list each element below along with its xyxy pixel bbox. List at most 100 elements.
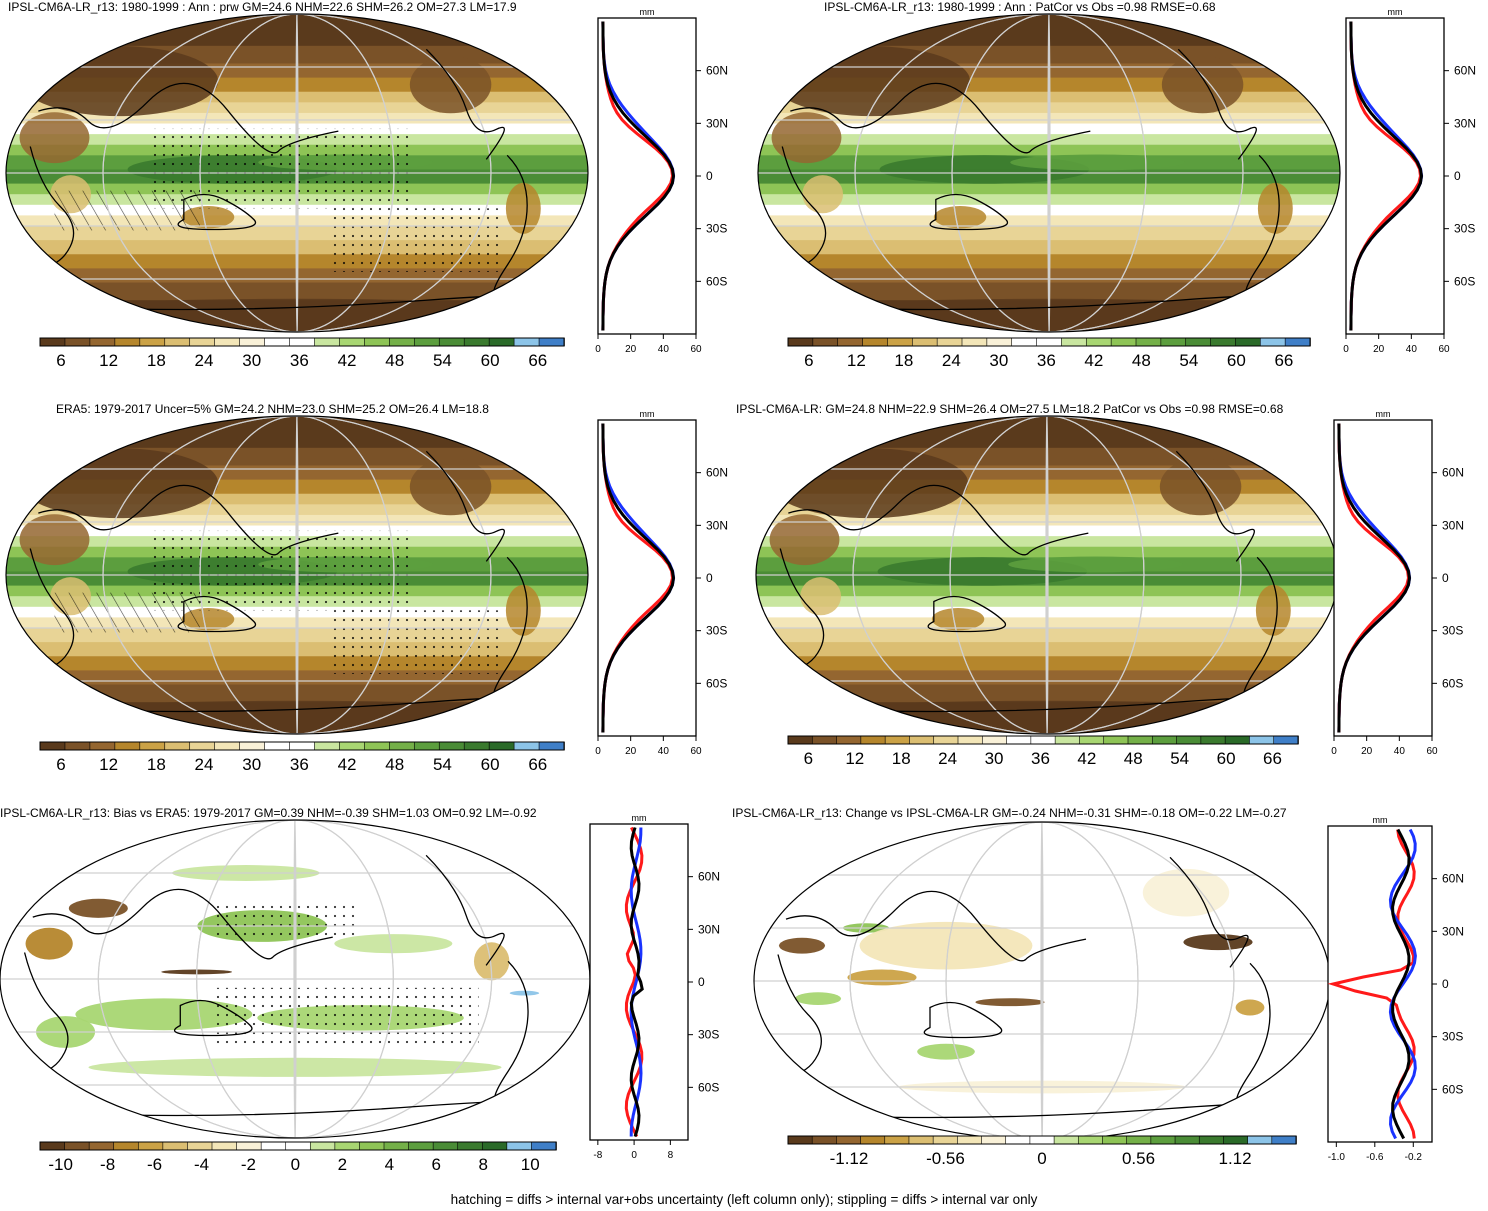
panel-title: IPSL-CM6A-LR_r13: Bias vs ERA5: 1979-201… bbox=[0, 806, 537, 820]
colorbar-tick-label: 30 bbox=[985, 749, 1004, 768]
profile-x-label: 20 bbox=[625, 344, 637, 355]
panel-title: IPSL-CM6A-LR: GM=24.8 NHM=22.9 SHM=26.4 … bbox=[736, 402, 1284, 416]
colorbar-tick-label: -8 bbox=[100, 1155, 115, 1174]
colorbar-tick-label: 12 bbox=[99, 351, 118, 370]
colorbar-tick-label: 18 bbox=[147, 351, 166, 370]
colorbar-tick-label: 30 bbox=[989, 351, 1008, 370]
colorbar-tick-label: 48 bbox=[385, 351, 404, 370]
profile-x-label: 40 bbox=[658, 344, 670, 355]
profile-x-label: 40 bbox=[1394, 746, 1406, 757]
colorbar-tick-label: -10 bbox=[48, 1155, 73, 1174]
profile-model bbox=[1349, 21, 1424, 331]
panel-model-r13-climatology: IPSL-CM6A-LR_r13: 1980-1999 : Ann : prw … bbox=[0, 0, 728, 370]
profile-unit: mm bbox=[632, 813, 647, 823]
profile-lat-label: 60S bbox=[1442, 1082, 1463, 1096]
profile-unit: mm bbox=[640, 7, 655, 17]
map-field bbox=[754, 822, 1330, 1140]
profile-lat-label: 0 bbox=[706, 571, 713, 585]
profile-x-label: 40 bbox=[658, 746, 670, 757]
profile-lat-label: 30N bbox=[698, 922, 720, 936]
profile-ref bbox=[1388, 828, 1417, 1140]
colorbar-tick-label: 36 bbox=[290, 755, 309, 774]
profile-x-label: 0 bbox=[631, 1150, 637, 1161]
colorbar-tick-label: -4 bbox=[194, 1155, 209, 1174]
colorbar-tick-label: 54 bbox=[433, 351, 452, 370]
profile-lat-label: 60N bbox=[1454, 64, 1476, 78]
colorbar-tick-label: 30 bbox=[242, 351, 261, 370]
colorbar: 6 12 18 24 30 36 42 48 54 60 66 bbox=[787, 735, 1299, 768]
colorbar-tick-label: 36 bbox=[290, 351, 309, 370]
profile-model bbox=[1391, 828, 1411, 1140]
profile-x-label: 8 bbox=[668, 1150, 674, 1161]
profile-x-label: 20 bbox=[625, 746, 637, 757]
profile-x-label: 0 bbox=[595, 344, 601, 355]
colorbar-tick-label: 48 bbox=[385, 755, 404, 774]
profile-x-label: 0 bbox=[1331, 746, 1337, 757]
colorbar-tick-label: 6 bbox=[804, 749, 813, 768]
colorbar-tick-label: 6 bbox=[56, 755, 65, 774]
profile-model bbox=[629, 827, 644, 1137]
colorbar-tick-label: 12 bbox=[99, 755, 118, 774]
colorbar: 6 12 18 24 30 36 42 48 54 60 66 bbox=[787, 337, 1311, 370]
profile-lat-label: 30S bbox=[1454, 222, 1475, 236]
profile-lat-label: 0 bbox=[698, 975, 705, 989]
colorbar-tick-label: 60 bbox=[481, 351, 500, 370]
colorbar-tick-label: 8 bbox=[479, 1155, 488, 1174]
profile-lat-label: 60N bbox=[1442, 872, 1464, 886]
map-figure: 6 12 18 24 30 36 42 48 54 60 66 mm 60N 30N 0 30S 60S 0 20 4… bbox=[5, 7, 728, 370]
colorbar-tick-label: 66 bbox=[1274, 351, 1293, 370]
map-field bbox=[6, 14, 588, 332]
profile-lat-label: 60S bbox=[698, 1080, 719, 1094]
colorbar-tick-label: 12 bbox=[845, 749, 864, 768]
profile-lat-label: 30S bbox=[1442, 1030, 1463, 1044]
colorbar-tick-label: 24 bbox=[938, 749, 957, 768]
zonal-mean-profile: mm 60N 30N 0 30S 60S -1.0 -0.6 -0.2 bbox=[1327, 815, 1464, 1163]
colorbar-tick-label: -1.12 bbox=[830, 1149, 869, 1168]
colorbar-tick-label: 48 bbox=[1132, 351, 1151, 370]
colorbar-tick-label: 6 bbox=[56, 351, 65, 370]
profile-lat-label: 0 bbox=[1442, 571, 1449, 585]
profile-lat-label: 0 bbox=[1442, 977, 1449, 991]
colorbar-tick-label: 18 bbox=[147, 755, 166, 774]
profile-lat-label: 30N bbox=[1442, 518, 1464, 532]
panel-bias-vs-era5: IPSL-CM6A-LR_r13: Bias vs ERA5: 1979-201… bbox=[0, 806, 720, 1176]
colorbar-tick-label: 54 bbox=[1179, 351, 1198, 370]
colorbar-tick-label: 2 bbox=[338, 1155, 347, 1174]
profile-ref bbox=[629, 827, 643, 1137]
colorbar-tick-label: 0 bbox=[291, 1155, 300, 1174]
zonal-mean-profile: mm 60N 30N 0 30S 60S -8 0 8 bbox=[589, 813, 720, 1161]
colorbar-tick-label: 30 bbox=[242, 755, 261, 774]
colorbar-tick-label: 0.56 bbox=[1122, 1149, 1155, 1168]
colorbar-tick-label: 48 bbox=[1124, 749, 1143, 768]
profile-x-label: 20 bbox=[1373, 344, 1385, 355]
profile-lat-label: 60S bbox=[1442, 676, 1463, 690]
colorbar-tick-label: 60 bbox=[481, 755, 500, 774]
profile-lat-label: 60N bbox=[706, 64, 728, 78]
profile-model bbox=[601, 21, 676, 331]
profile-x-label: 60 bbox=[1426, 746, 1438, 757]
profile-x-label: 0 bbox=[1343, 344, 1349, 355]
colorbar-tick-label: 6 bbox=[804, 351, 813, 370]
colorbar-tick-label: -2 bbox=[241, 1155, 256, 1174]
profile-lat-label: 30N bbox=[1454, 116, 1476, 130]
colorbar-tick-label: -6 bbox=[147, 1155, 162, 1174]
profile-lat-label: 30S bbox=[1442, 624, 1463, 638]
profile-x-label: 20 bbox=[1361, 746, 1373, 757]
colorbar-tick-label: 42 bbox=[338, 755, 357, 774]
panel-model-ensemble-climatology: IPSL-CM6A-LR: GM=24.8 NHM=22.9 SHM=26.4 … bbox=[736, 402, 1488, 772]
colorbar-tick-label: 60 bbox=[1227, 351, 1246, 370]
colorbar-tick-label: 4 bbox=[385, 1155, 394, 1174]
profile-x-label: -8 bbox=[593, 1150, 602, 1161]
colorbar-tick-label: 54 bbox=[1170, 749, 1189, 768]
colorbar: 6 12 18 24 30 36 42 48 54 60 66 bbox=[39, 337, 565, 370]
colorbar-tick-label: 66 bbox=[1263, 749, 1282, 768]
colorbar-tick-label: 42 bbox=[1077, 749, 1096, 768]
profile-lat-label: 30S bbox=[706, 222, 727, 236]
profile-lat-label: 30N bbox=[706, 116, 728, 130]
profile-unit: mm bbox=[1373, 815, 1388, 825]
colorbar-tick-label: 0 bbox=[1037, 1149, 1046, 1168]
profile-x-label: -1.0 bbox=[1328, 1152, 1346, 1163]
colorbar-tick-label: 42 bbox=[1084, 351, 1103, 370]
colorbar-tick-label: 54 bbox=[433, 755, 452, 774]
map-figure: 6 12 18 24 30 36 42 48 54 60 66 mm 60N 30N 0 30S 60S 0 20 4… bbox=[757, 7, 1476, 370]
